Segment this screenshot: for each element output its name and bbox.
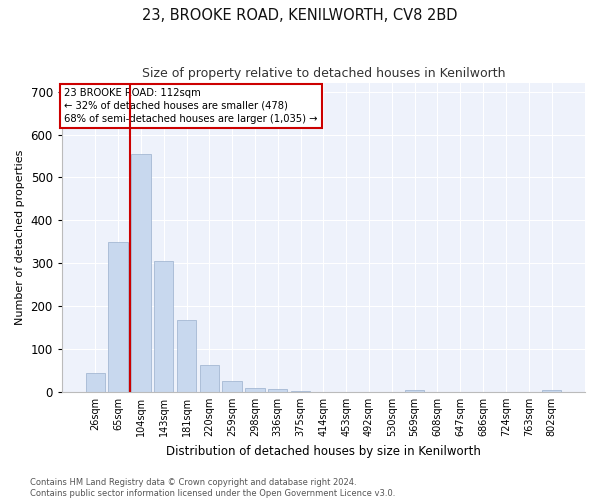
Bar <box>223 381 242 392</box>
Bar <box>542 390 561 392</box>
Bar <box>405 390 424 392</box>
Y-axis label: Number of detached properties: Number of detached properties <box>15 150 25 325</box>
Bar <box>86 372 105 392</box>
Bar <box>131 154 151 392</box>
Bar <box>245 388 265 392</box>
Text: 23, BROOKE ROAD, KENILWORTH, CV8 2BD: 23, BROOKE ROAD, KENILWORTH, CV8 2BD <box>142 8 458 22</box>
Title: Size of property relative to detached houses in Kenilworth: Size of property relative to detached ho… <box>142 68 505 80</box>
Bar <box>109 242 128 392</box>
Bar <box>177 320 196 392</box>
Text: 23 BROOKE ROAD: 112sqm
← 32% of detached houses are smaller (478)
68% of semi-de: 23 BROOKE ROAD: 112sqm ← 32% of detached… <box>64 88 318 124</box>
Bar <box>291 390 310 392</box>
Text: Contains HM Land Registry data © Crown copyright and database right 2024.
Contai: Contains HM Land Registry data © Crown c… <box>30 478 395 498</box>
Bar <box>268 389 287 392</box>
X-axis label: Distribution of detached houses by size in Kenilworth: Distribution of detached houses by size … <box>166 444 481 458</box>
Bar <box>200 366 219 392</box>
Bar <box>154 261 173 392</box>
